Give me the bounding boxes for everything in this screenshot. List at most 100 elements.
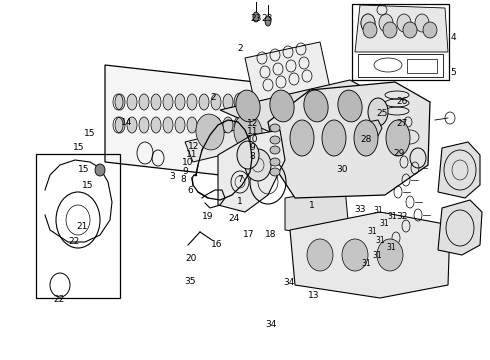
- Text: 9: 9: [182, 166, 188, 176]
- Text: 2: 2: [210, 93, 216, 102]
- Text: 4: 4: [450, 33, 456, 42]
- Text: 5: 5: [450, 68, 456, 77]
- Ellipse shape: [127, 94, 137, 110]
- Polygon shape: [438, 142, 480, 198]
- Text: 32: 32: [396, 212, 408, 221]
- Ellipse shape: [199, 94, 209, 110]
- Text: 31: 31: [362, 259, 371, 268]
- Ellipse shape: [361, 14, 375, 32]
- Text: 7: 7: [237, 175, 243, 184]
- Polygon shape: [218, 130, 285, 212]
- Text: 1: 1: [237, 197, 243, 206]
- Ellipse shape: [115, 94, 125, 110]
- Ellipse shape: [342, 239, 368, 271]
- Ellipse shape: [415, 14, 429, 32]
- Text: 15: 15: [73, 143, 84, 152]
- Ellipse shape: [270, 168, 280, 176]
- Text: 11: 11: [186, 150, 198, 159]
- Text: 26: 26: [396, 97, 408, 106]
- Ellipse shape: [368, 98, 388, 126]
- Text: 31: 31: [375, 236, 385, 245]
- Ellipse shape: [95, 164, 105, 176]
- Text: 31: 31: [386, 243, 396, 252]
- Ellipse shape: [163, 94, 173, 110]
- Ellipse shape: [423, 22, 437, 38]
- Text: 18: 18: [265, 230, 276, 239]
- Ellipse shape: [383, 22, 397, 38]
- Ellipse shape: [397, 14, 411, 32]
- Ellipse shape: [115, 117, 125, 133]
- Text: 30: 30: [336, 166, 348, 175]
- Polygon shape: [268, 82, 430, 198]
- Polygon shape: [285, 188, 348, 235]
- Text: 11: 11: [246, 127, 258, 136]
- Text: 12: 12: [246, 119, 258, 128]
- Ellipse shape: [270, 124, 280, 132]
- Ellipse shape: [211, 117, 221, 133]
- Ellipse shape: [272, 114, 300, 150]
- Bar: [407, 59, 437, 73]
- Ellipse shape: [199, 117, 209, 133]
- Text: 17: 17: [243, 230, 255, 239]
- Polygon shape: [245, 42, 330, 104]
- Ellipse shape: [234, 116, 246, 134]
- Ellipse shape: [234, 93, 246, 111]
- Ellipse shape: [151, 117, 161, 133]
- Ellipse shape: [265, 16, 271, 26]
- Ellipse shape: [245, 149, 271, 181]
- Bar: [358, 54, 443, 77]
- Text: 12: 12: [188, 143, 200, 152]
- Text: 15: 15: [84, 129, 96, 138]
- Ellipse shape: [361, 14, 375, 32]
- Bar: [352, 4, 449, 80]
- Ellipse shape: [270, 90, 294, 122]
- Text: 9: 9: [249, 143, 255, 152]
- Ellipse shape: [187, 94, 197, 110]
- Text: 6: 6: [187, 186, 193, 195]
- Polygon shape: [185, 112, 318, 162]
- Ellipse shape: [127, 117, 137, 133]
- Text: 25: 25: [376, 109, 388, 118]
- Ellipse shape: [363, 22, 377, 38]
- Text: 10: 10: [182, 158, 194, 167]
- Text: 28: 28: [361, 135, 372, 144]
- Ellipse shape: [236, 90, 260, 122]
- Polygon shape: [290, 212, 450, 298]
- Polygon shape: [220, 80, 390, 132]
- Bar: [395, 126, 427, 148]
- Ellipse shape: [187, 117, 197, 133]
- Ellipse shape: [175, 94, 185, 110]
- Text: 23: 23: [262, 14, 273, 23]
- Ellipse shape: [163, 117, 173, 133]
- Ellipse shape: [338, 90, 362, 122]
- Ellipse shape: [290, 120, 314, 156]
- Polygon shape: [365, 120, 382, 145]
- Text: 15: 15: [82, 181, 94, 190]
- Ellipse shape: [307, 239, 333, 271]
- Ellipse shape: [237, 141, 259, 169]
- Text: 16: 16: [211, 240, 222, 248]
- Text: 34: 34: [265, 320, 276, 329]
- Ellipse shape: [139, 94, 149, 110]
- Text: 34: 34: [283, 278, 295, 287]
- Text: 13: 13: [308, 292, 319, 300]
- Text: 31: 31: [379, 220, 389, 229]
- Text: 19: 19: [202, 212, 214, 220]
- Ellipse shape: [386, 120, 410, 156]
- Ellipse shape: [223, 117, 233, 133]
- Ellipse shape: [234, 114, 262, 150]
- Text: 15: 15: [77, 165, 89, 174]
- Text: 20: 20: [185, 254, 197, 263]
- Ellipse shape: [196, 114, 224, 150]
- Ellipse shape: [270, 158, 280, 166]
- Text: 33: 33: [354, 205, 366, 214]
- Text: 10: 10: [246, 135, 258, 144]
- Polygon shape: [105, 65, 255, 179]
- Ellipse shape: [139, 117, 149, 133]
- Text: 14: 14: [121, 118, 132, 127]
- Text: 2: 2: [237, 44, 243, 53]
- Ellipse shape: [175, 117, 185, 133]
- Ellipse shape: [151, 94, 161, 110]
- Ellipse shape: [322, 120, 346, 156]
- Text: 24: 24: [229, 215, 240, 223]
